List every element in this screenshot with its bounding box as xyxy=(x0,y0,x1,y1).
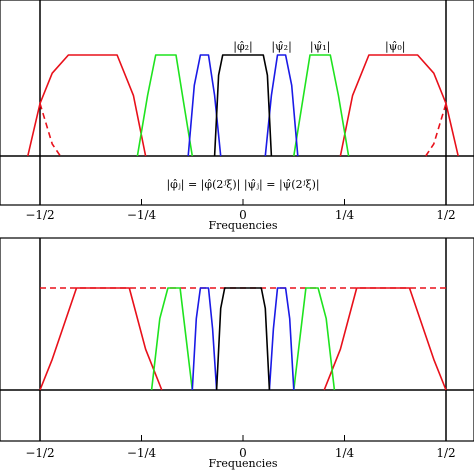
panel-top: −1/2 −1/4 0 1/4 1/2 |φ̂₂| |ψ̂₂| |ψ̂₁| |ψ̂₀| |φ̂ⱼ… xyxy=(0,0,474,232)
x-tick-label: −1/2 xyxy=(25,208,54,222)
curve-label: |ψ̂₂| xyxy=(271,40,291,54)
series-1-segment-1 xyxy=(425,103,447,157)
series-2-segment-1 xyxy=(293,287,336,391)
curve-label: |ψ̂₁| xyxy=(310,40,330,54)
series-3-segment-0 xyxy=(187,54,222,157)
x-tick-label: −1/4 xyxy=(127,446,157,460)
series-2-segment-1 xyxy=(293,54,350,157)
series-1-segment-0 xyxy=(39,287,163,391)
panel-top-annotations: |φ̂₂| |ψ̂₂| |ψ̂₁| |ψ̂₀| |φ̂ⱼ| = |φ̂(2ʲξ)| |ψ… xyxy=(166,40,405,192)
curve-label: |φ̂₂| xyxy=(233,40,253,54)
panel-bottom-curves xyxy=(39,287,447,391)
panel-bottom-xlabel: Frequencies xyxy=(209,457,278,470)
panel-top-curves xyxy=(27,54,459,157)
series-4-segment-0 xyxy=(215,287,271,391)
panel-bottom: −1/2 −1/4 0 1/4 1/2 Frequencies xyxy=(0,237,474,470)
series-3-segment-1 xyxy=(264,54,299,157)
x-tick-label: 1/4 xyxy=(335,446,355,460)
x-tick-label: 1/4 xyxy=(335,208,355,222)
panel-top-ticks: −1/2 −1/4 0 1/4 1/2 xyxy=(25,199,456,222)
series-2-segment-0 xyxy=(136,54,194,157)
series-1-segment-0 xyxy=(39,103,61,157)
panel-top-xlabel: Frequencies xyxy=(209,219,278,232)
formula-annotation: |φ̂ⱼ| = |φ̂(2ʲξ)| |ψ̂ⱼ| = |ψ̂(2ʲξ)| xyxy=(166,178,319,192)
series-0-segment-1 xyxy=(339,54,459,157)
panel-bottom-ticks: −1/2 −1/4 0 1/4 1/2 xyxy=(25,435,456,460)
x-tick-label: −1/4 xyxy=(127,208,157,222)
x-tick-label: 0 xyxy=(239,446,247,460)
series-1-segment-1 xyxy=(323,287,447,391)
series-4-segment-0 xyxy=(213,54,273,157)
series-3-segment-0 xyxy=(191,287,218,391)
panel-top-frame xyxy=(0,0,474,206)
x-tick-label: 0 xyxy=(239,208,247,222)
panel-bottom-frame xyxy=(0,237,474,442)
curve-label: |ψ̂₀| xyxy=(385,40,405,54)
series-3-segment-1 xyxy=(268,287,295,391)
x-tick-label: 1/2 xyxy=(436,208,455,222)
x-tick-label: 1/2 xyxy=(436,446,455,460)
series-2-segment-0 xyxy=(150,287,194,391)
series-0-segment-0 xyxy=(27,54,147,157)
x-tick-label: −1/2 xyxy=(25,446,54,460)
